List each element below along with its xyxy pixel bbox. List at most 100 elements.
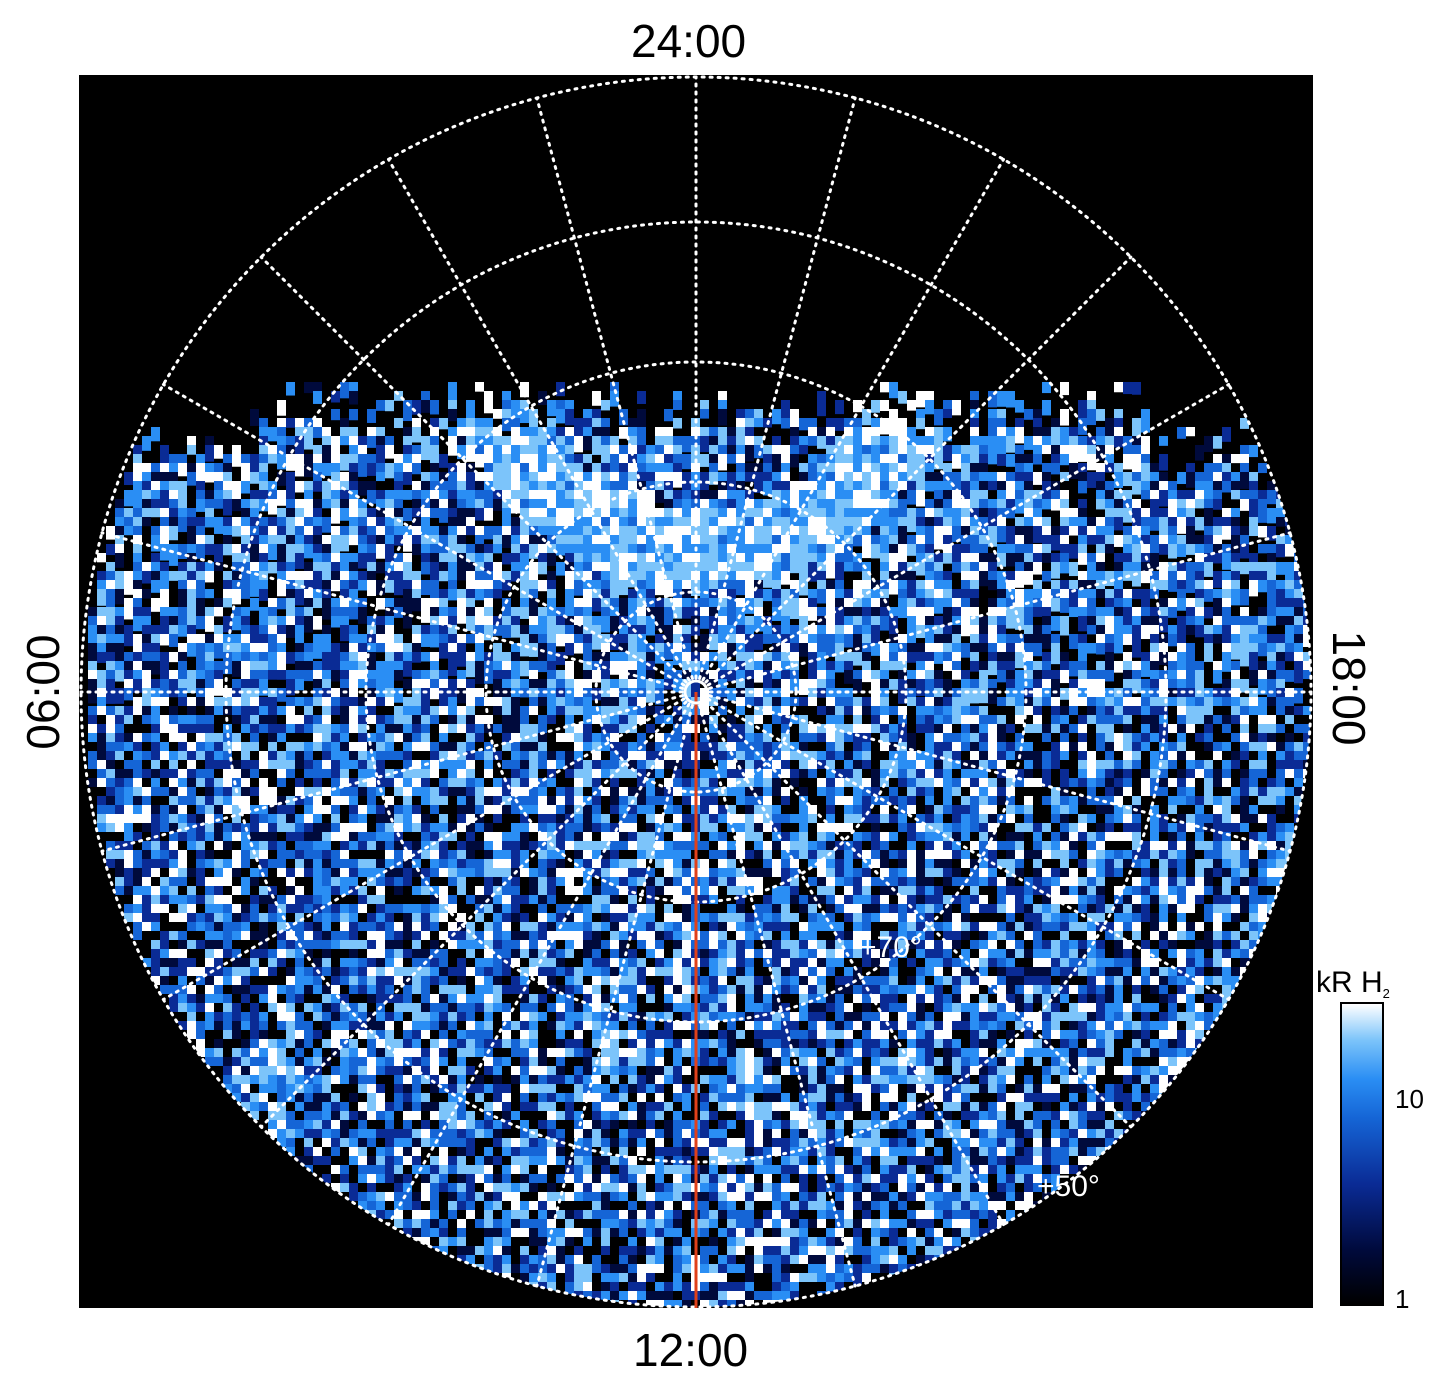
- emission-pixel: [979, 643, 988, 653]
- emission-pixel: [961, 814, 970, 823]
- emission-pixel: [664, 625, 673, 640]
- emission-pixel: [1204, 508, 1213, 520]
- emission-pixel: [628, 688, 637, 700]
- emission-pixel: [817, 553, 826, 568]
- emission-pixel: [997, 625, 1006, 637]
- emission-pixel: [268, 706, 277, 715]
- emission-pixel: [565, 751, 574, 760]
- emission-pixel: [556, 607, 565, 623]
- emission-pixel: [772, 688, 781, 702]
- emission-pixel: [610, 652, 619, 664]
- emission-pixel: [1051, 526, 1060, 541]
- emission-pixel: [772, 652, 781, 666]
- emission-pixel: [214, 706, 223, 715]
- emission-pixel: [475, 751, 484, 760]
- emission-pixel: [673, 508, 682, 520]
- emission-pixel: [313, 463, 322, 478]
- emission-pixel: [322, 481, 331, 495]
- emission-pixel: [331, 535, 340, 552]
- emission-pixel: [376, 472, 385, 482]
- emission-pixel: [286, 760, 295, 769]
- emission-pixel: [1141, 661, 1150, 677]
- emission-pixel: [412, 652, 421, 663]
- emission-pixel: [1276, 787, 1285, 796]
- emission-pixel: [673, 553, 682, 569]
- emission-pixel: [574, 796, 583, 805]
- emission-pixel: [1150, 616, 1159, 633]
- emission-pixel: [871, 481, 880, 493]
- emission-pixel: [556, 481, 565, 496]
- emission-pixel: [556, 472, 565, 486]
- emission-pixel: [493, 724, 502, 733]
- emission-pixel: [592, 517, 601, 533]
- emission-pixel: [1222, 679, 1231, 696]
- emission-pixel: [187, 544, 196, 557]
- emission-pixel: [403, 715, 412, 724]
- emission-pixel: [151, 634, 160, 645]
- emission-pixel: [898, 391, 907, 404]
- emission-pixel: [1195, 616, 1204, 633]
- emission-pixel: [574, 544, 583, 557]
- emission-pixel: [745, 580, 754, 594]
- emission-pixel: [259, 679, 268, 696]
- emission-pixel: [745, 445, 754, 462]
- emission-pixel: [970, 688, 979, 704]
- emission-pixel: [1051, 445, 1060, 461]
- emission-pixel: [124, 661, 133, 677]
- emission-pixel: [871, 472, 880, 485]
- emission-pixel: [457, 517, 466, 532]
- emission-pixel: [1042, 769, 1051, 778]
- emission-pixel: [619, 553, 628, 570]
- emission-pixel: [133, 760, 142, 769]
- emission-pixel: [1231, 634, 1240, 649]
- emission-pixel: [322, 463, 331, 476]
- emission-pixel: [430, 607, 439, 623]
- emission-pixel: [277, 490, 286, 506]
- emission-pixel: [1087, 445, 1096, 461]
- emission-pixel: [637, 688, 646, 702]
- emission-pixel: [295, 580, 304, 594]
- emission-pixel: [268, 526, 277, 536]
- emission-pixel: [565, 571, 574, 586]
- emission-pixel: [1213, 796, 1222, 805]
- emission-pixel: [520, 535, 529, 547]
- emission-pixel: [1132, 625, 1141, 640]
- emission-pixel: [259, 760, 268, 769]
- emission-pixel: [1150, 472, 1159, 486]
- emission-pixel: [556, 517, 565, 531]
- emission-pixel: [259, 634, 268, 651]
- emission-pixel: [151, 526, 160, 536]
- emission-pixel: [682, 481, 691, 497]
- emission-pixel: [880, 661, 889, 673]
- emission-pixel: [1213, 769, 1222, 778]
- emission-pixel: [1168, 562, 1177, 577]
- emission-pixel: [736, 634, 745, 645]
- emission-pixel: [1006, 697, 1015, 706]
- emission-pixel: [430, 751, 439, 760]
- emission-pixel: [484, 544, 493, 561]
- emission-pixel: [142, 715, 151, 724]
- emission-pixel: [988, 625, 997, 637]
- emission-pixel: [1123, 436, 1132, 447]
- emission-pixel: [367, 508, 376, 524]
- emission-pixel: [106, 724, 115, 733]
- emission-pixel: [754, 553, 763, 565]
- emission-pixel: [1231, 751, 1240, 760]
- emission-pixel: [583, 427, 592, 440]
- emission-pixel: [754, 418, 763, 428]
- emission-pixel: [682, 706, 691, 715]
- emission-pixel: [439, 625, 448, 636]
- emission-pixel: [322, 652, 331, 665]
- emission-pixel: [889, 427, 898, 444]
- emission-pixel: [367, 580, 376, 597]
- emission-pixel: [259, 643, 268, 659]
- emission-pixel: [1240, 472, 1249, 489]
- emission-pixel: [340, 436, 349, 446]
- emission-pixel: [970, 742, 979, 751]
- emission-pixel: [763, 742, 772, 751]
- emission-pixel: [601, 499, 610, 513]
- emission-pixel: [304, 463, 313, 478]
- emission-pixel: [745, 409, 754, 421]
- emission-pixel: [1258, 715, 1267, 724]
- emission-pixel: [979, 805, 988, 814]
